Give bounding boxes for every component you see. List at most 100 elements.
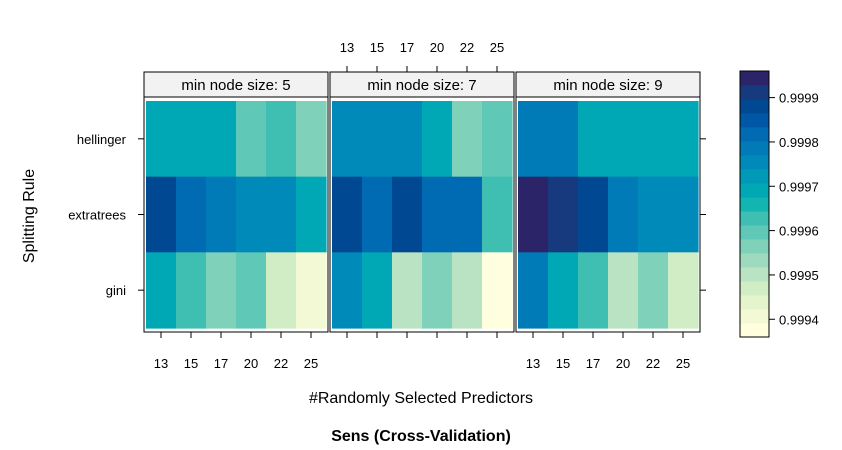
colorbar: 0.9999 0.9998 0.9997 0.9996 0.9995 0.9994 — [739, 70, 819, 338]
heatmap-cell — [206, 252, 237, 329]
heatmap-cell — [668, 101, 699, 178]
heatmap-cell — [482, 252, 513, 329]
panel-1: min node size: 5 13 15 17 20 22 25 — [143, 71, 329, 371]
x-tick-label: 13 — [526, 356, 540, 371]
colorbar-segment — [740, 71, 769, 86]
colorbar-segment — [740, 169, 769, 184]
x-tick-label: 22 — [646, 356, 660, 371]
panel-strip-label: min node size: 5 — [181, 77, 290, 94]
heatmap-cell — [236, 101, 267, 178]
heatmap-cell — [482, 176, 513, 253]
colorbar-segment — [740, 141, 769, 156]
colorbar-tick-label: 0.9999 — [779, 91, 819, 106]
panel-strip-label: min node size: 9 — [553, 77, 662, 94]
colorbar-segment — [740, 225, 769, 240]
heatmap-cell — [392, 176, 423, 253]
heatmap-cell — [452, 101, 483, 178]
heatmap-cell — [578, 176, 609, 253]
x-tick-label: 20 — [430, 40, 444, 55]
heatmap-cell — [236, 252, 267, 329]
heatmap-cell — [332, 252, 363, 329]
x-tick-label: 25 — [304, 356, 318, 371]
heatmap-cell — [638, 101, 669, 178]
x-tick-label: 22 — [460, 40, 474, 55]
heatmap-cell — [146, 176, 177, 253]
colorbar-segment — [740, 253, 769, 268]
colorbar-tick-label: 0.9994 — [779, 312, 819, 327]
x-tick-label: 22 — [274, 356, 288, 371]
heatmap-cell — [362, 176, 393, 253]
x-tick-label: 20 — [244, 356, 258, 371]
colorbar-segment — [740, 113, 769, 128]
colorbar-segment — [740, 239, 769, 254]
colorbar-segment — [740, 127, 769, 142]
x-tick-label: 17 — [214, 356, 228, 371]
heatmap-cell — [392, 252, 423, 329]
heatmap-cell — [176, 252, 207, 329]
colorbar-tick-label: 0.9995 — [779, 268, 819, 283]
x-tick-label: 13 — [154, 356, 168, 371]
x-tick-label: 25 — [676, 356, 690, 371]
heatmap-cell — [638, 176, 669, 253]
heatmap-cell — [608, 101, 639, 178]
x-tick-label: 17 — [586, 356, 600, 371]
colorbar-segment — [740, 295, 769, 310]
colorbar-segment — [740, 281, 769, 296]
heatmap-cell — [548, 252, 579, 329]
panel-2: min node size: 7 13 15 17 20 22 25 — [329, 40, 515, 338]
panel-frame — [143, 71, 329, 333]
colorbar-tick-label: 0.9998 — [779, 135, 819, 150]
panel-strip — [143, 71, 329, 98]
heatmap-cell — [266, 176, 297, 253]
colorbar-segment — [740, 323, 769, 338]
heatmap-cell — [608, 176, 639, 253]
heatmap-cell — [518, 252, 549, 329]
x-tick-label: 13 — [340, 40, 354, 55]
colorbar-segment — [740, 197, 769, 212]
heatmap-cell — [548, 176, 579, 253]
x-tick-label: 15 — [556, 356, 570, 371]
heatmap-cell — [518, 101, 549, 178]
heatmap-cell — [482, 101, 513, 178]
heatmap-cell — [176, 176, 207, 253]
panel-strip-label: min node size: 7 — [367, 77, 476, 94]
heatmap-cell — [206, 101, 237, 178]
colorbar-segment — [740, 85, 769, 100]
colorbar-segment — [740, 309, 769, 324]
panel-strip — [329, 71, 515, 98]
colorbar-segment — [740, 99, 769, 114]
colorbar-tick-label: 0.9997 — [779, 179, 819, 194]
x-tick-label: 15 — [370, 40, 384, 55]
heatmap-cell — [668, 252, 699, 329]
heatmap-cell — [146, 101, 177, 178]
panel-strip — [515, 71, 701, 98]
panel-frame — [515, 71, 701, 333]
x-tick-label: 20 — [616, 356, 630, 371]
colorbar-segment — [740, 155, 769, 170]
y-tick-label: extratrees — [68, 208, 126, 223]
heatmap-cell — [422, 252, 453, 329]
colorbar-segment — [740, 267, 769, 282]
colorbar-tick-label: 0.9996 — [779, 224, 819, 239]
heatmap-cell — [608, 252, 639, 329]
panel-frame — [329, 71, 515, 333]
heatmap-cell — [548, 101, 579, 178]
y-tick-label: hellinger — [77, 132, 127, 147]
heatmap-cell — [422, 176, 453, 253]
heatmap-cell — [296, 252, 327, 329]
heatmap-cell — [638, 252, 669, 329]
heatmap-cell — [362, 252, 393, 329]
heatmap-cell — [206, 176, 237, 253]
y-axis-title: Splitting Rule — [21, 169, 38, 263]
heatmap-cell — [146, 252, 177, 329]
heatmap-cell — [578, 252, 609, 329]
heatmap-cell — [422, 101, 453, 178]
panel-3: min node size: 9 13 15 17 20 22 25 — [515, 71, 701, 371]
x-tick-label: 17 — [400, 40, 414, 55]
heatmap-cell — [266, 252, 297, 329]
colorbar-segment — [740, 211, 769, 226]
colorbar-segment — [740, 183, 769, 198]
